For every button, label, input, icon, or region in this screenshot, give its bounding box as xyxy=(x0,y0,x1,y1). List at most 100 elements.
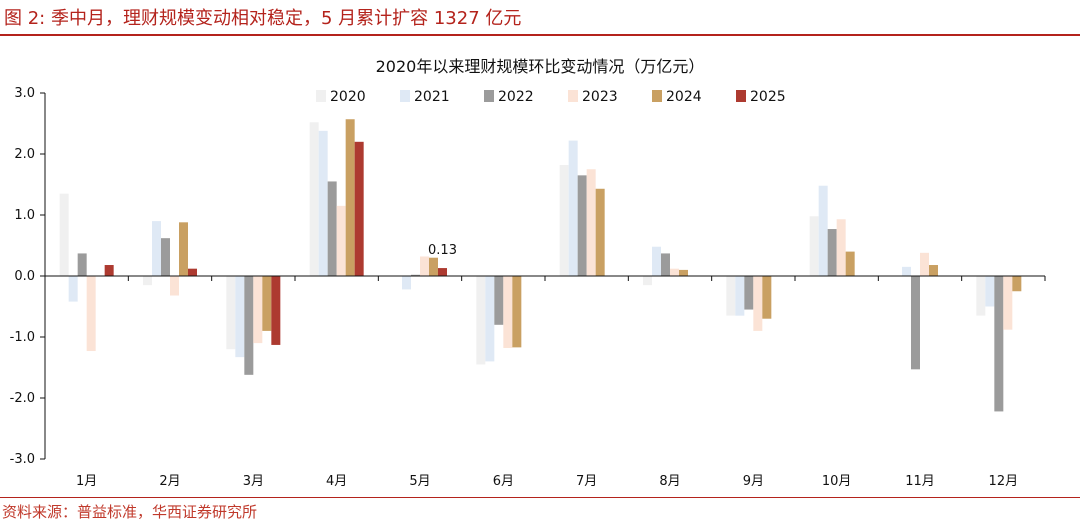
bar-2022-9月 xyxy=(744,276,754,310)
bar-2024-12月 xyxy=(1012,276,1022,292)
x-tick-label: 3月 xyxy=(243,474,264,489)
bar-2021-4月 xyxy=(318,130,328,276)
x-tick-label: 7月 xyxy=(576,474,597,489)
bar-2024-2月 xyxy=(179,222,188,276)
x-tick-label: 1月 xyxy=(76,474,97,489)
bar-2024-5月 xyxy=(429,257,438,276)
x-tick-label: 10月 xyxy=(822,474,852,489)
bar-2023-7月 xyxy=(586,169,596,276)
legend-swatch-2021 xyxy=(400,90,410,102)
bar-2023-9月 xyxy=(753,276,763,331)
legend-swatch-2025 xyxy=(736,90,746,102)
legend-swatch-2023 xyxy=(568,90,578,102)
bar-2023-6月 xyxy=(503,276,513,348)
x-tick-label: 12月 xyxy=(989,474,1019,489)
bar-2020-6月 xyxy=(476,276,486,365)
legend-label-2021: 2021 xyxy=(414,89,450,105)
bar-2022-3月 xyxy=(244,276,254,375)
y-tick-label: -3.0 xyxy=(10,452,35,467)
bar-chart: 2020年以来理财规模环比变动情况（万亿元） 2020 2021 2022 2023 2… xyxy=(10,57,1046,489)
bar-2023-1月 xyxy=(86,276,96,352)
bar-2022-7月 xyxy=(577,175,587,276)
chart-bars xyxy=(59,119,1022,412)
data-label-may-2025: 0.13 xyxy=(428,243,457,258)
chart-annotations: 0.13 xyxy=(428,243,457,258)
bar-2024-8月 xyxy=(679,269,688,276)
legend-label-2025: 2025 xyxy=(750,89,786,105)
bar-2023-10月 xyxy=(836,219,846,276)
bar-2020-7月 xyxy=(559,164,569,276)
bar-2021-5月 xyxy=(402,276,411,290)
bar-2023-12月 xyxy=(1003,276,1013,330)
bar-2020-2月 xyxy=(143,276,152,286)
footer-divider xyxy=(0,497,1080,498)
bar-2022-8月 xyxy=(661,253,670,276)
bar-2022-11月 xyxy=(911,276,920,370)
bar-2021-7月 xyxy=(568,140,578,276)
bar-2021-10月 xyxy=(818,185,828,276)
bar-2024-6月 xyxy=(512,276,522,348)
bar-2020-12月 xyxy=(976,276,986,316)
bar-2023-4月 xyxy=(336,205,346,276)
source-note: 资料来源：普益标准，华西证券研究所 xyxy=(2,503,258,521)
bar-2022-1月 xyxy=(77,253,87,276)
x-tick-label: 11月 xyxy=(905,474,935,489)
chart-legend: 2020 2021 2022 2023 2024 2025 xyxy=(316,89,786,105)
x-tick-label: 4月 xyxy=(326,474,347,489)
bar-2022-12月 xyxy=(994,276,1004,412)
x-tick-label: 5月 xyxy=(409,474,430,489)
bar-2023-2月 xyxy=(170,276,179,296)
y-tick-label: -2.0 xyxy=(10,391,35,406)
y-tick-label: 2.0 xyxy=(14,147,35,162)
bar-2024-7月 xyxy=(595,188,605,276)
legend-swatch-2020 xyxy=(316,90,326,102)
bar-2020-9月 xyxy=(726,276,736,316)
figure-header: 图 2: 季中月，理财规模变动相对稳定，5 月累计扩容 1327 亿元 xyxy=(0,0,1080,36)
legend-label-2020: 2020 xyxy=(330,89,366,105)
y-tick-label: 0.0 xyxy=(14,269,35,284)
bar-2020-10月 xyxy=(809,216,819,276)
bar-2024-10月 xyxy=(845,251,855,276)
bar-2025-3月 xyxy=(271,276,281,345)
bar-2021-11月 xyxy=(902,266,911,276)
legend-swatch-2024 xyxy=(652,90,662,102)
bar-2023-5月 xyxy=(420,256,429,276)
bar-2020-8月 xyxy=(643,276,652,286)
bar-2020-3月 xyxy=(226,276,236,350)
x-axis: 1月 2月 3月 4月 5月 6月 7月 8月 9月 10月 11月 12月 xyxy=(44,275,1046,489)
bar-2024-4月 xyxy=(345,119,355,276)
bar-2025-5月 xyxy=(438,268,447,276)
bar-2022-10月 xyxy=(827,229,837,276)
bar-2022-2月 xyxy=(161,238,170,276)
bar-2023-11月 xyxy=(920,252,929,276)
header-divider xyxy=(0,34,1080,36)
bar-2024-3月 xyxy=(262,276,272,331)
bar-2021-9月 xyxy=(735,276,745,316)
chart-title: 2020年以来理财规模环比变动情况（万亿元） xyxy=(376,57,705,76)
x-tick-label: 8月 xyxy=(659,474,680,489)
bar-2021-8月 xyxy=(652,246,661,276)
bar-2020-1月 xyxy=(59,193,69,276)
bar-2020-4月 xyxy=(309,122,319,276)
bar-2025-4月 xyxy=(354,141,364,276)
bar-2021-1月 xyxy=(68,276,78,302)
bar-2024-11月 xyxy=(929,265,938,276)
bar-2025-2月 xyxy=(188,268,197,276)
bar-2023-3月 xyxy=(253,276,263,344)
y-tick-label: 3.0 xyxy=(14,86,35,101)
legend-label-2023: 2023 xyxy=(582,89,618,105)
x-tick-label: 2月 xyxy=(159,474,180,489)
x-tick-label: 9月 xyxy=(743,474,764,489)
bar-2022-4月 xyxy=(327,181,337,276)
bar-2025-1月 xyxy=(104,265,114,276)
x-tick-label: 6月 xyxy=(493,474,514,489)
bar-2024-9月 xyxy=(762,276,772,319)
y-tick-label: 1.0 xyxy=(14,208,35,223)
bar-2021-6月 xyxy=(485,276,495,362)
bar-2022-6月 xyxy=(494,276,504,325)
bar-2021-12月 xyxy=(985,276,995,307)
bar-2022-5月 xyxy=(411,274,420,276)
bar-2023-8月 xyxy=(670,268,679,276)
y-axis: 3.0 2.0 1.0 0.0 -1.0 -2.0 -3.0 xyxy=(10,86,46,467)
legend-label-2024: 2024 xyxy=(666,89,702,105)
